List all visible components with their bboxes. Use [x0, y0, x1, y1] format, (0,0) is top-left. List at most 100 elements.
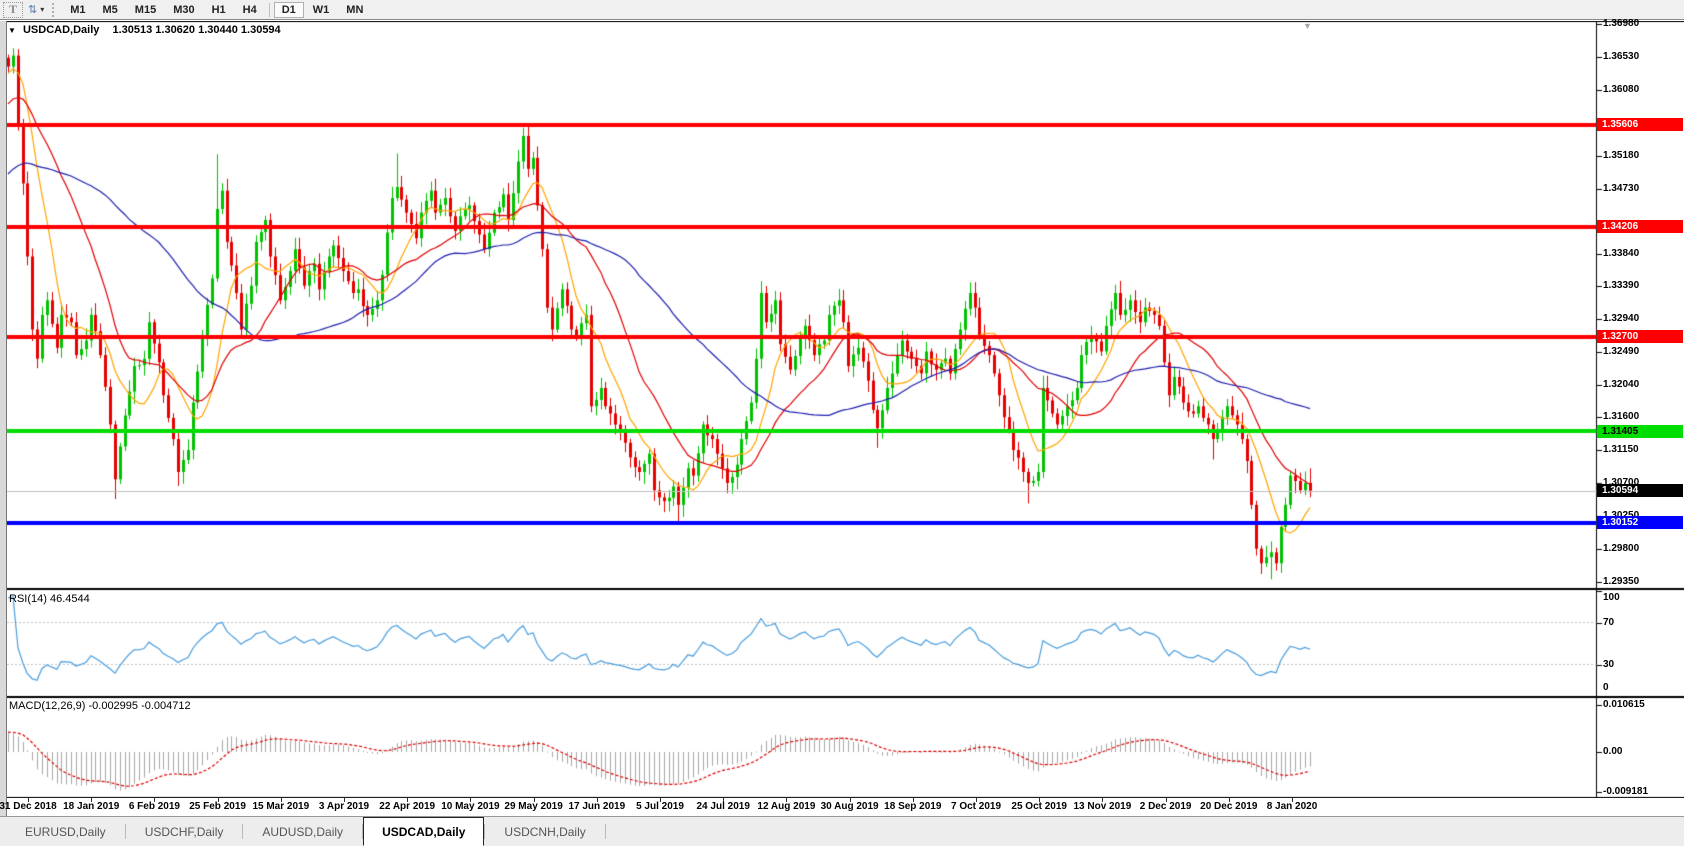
date-axis-tick	[723, 798, 725, 802]
chart-shift-marker-icon[interactable]: ▼	[1303, 21, 1312, 31]
text-tool-button[interactable]: T	[3, 1, 23, 18]
tab-separator	[362, 824, 364, 839]
date-axis-label: 18 Sep 2019	[884, 801, 942, 812]
timeframe-button-d1[interactable]: D1	[273, 1, 304, 18]
tab-separator	[604, 824, 606, 839]
date-axis-label: 10 May 2019	[441, 801, 500, 812]
symbol-period-label: USDCAD,Daily	[22, 24, 100, 36]
macd-axis-tick: -0.009181	[1603, 786, 1649, 797]
timeframe-button-h1[interactable]: H1	[204, 2, 234, 18]
date-axis-tick	[280, 798, 282, 802]
date-axis-tick	[1039, 798, 1041, 802]
swap-arrows-icon: ⇅	[28, 4, 38, 16]
chart-tab-usdcad[interactable]: USDCAD,Daily	[363, 817, 485, 846]
date-axis-tick	[1165, 798, 1167, 802]
price-axis-tick: 1.31150	[1603, 444, 1639, 456]
price-axis-tick: 1.32040	[1603, 379, 1640, 391]
date-axis-label: 29 May 2019	[504, 801, 563, 812]
rsi-axis-tick: 70	[1603, 616, 1615, 628]
price-axis-tick: 1.35180	[1603, 149, 1640, 161]
date-axis-label: 12 Aug 2019	[757, 801, 816, 812]
price-axis-tick: 1.32940	[1603, 313, 1640, 325]
date-axis-tick	[1102, 798, 1104, 802]
price-axis-tick: 1.31600	[1603, 411, 1640, 423]
date-axis-tick	[786, 798, 788, 802]
date-axis-tick	[849, 798, 851, 802]
toolbar-gripper	[52, 2, 57, 17]
toolbar: T ⇅ ▾ M1 M5 M15 M30 H1 H4 D1 W1 MN	[0, 0, 1684, 20]
price-level-tag[interactable]: 1.31405	[1597, 424, 1683, 438]
date-axis-tick	[217, 798, 219, 802]
date-axis-label: 2 Dec 2019	[1139, 801, 1192, 812]
date-axis-tick	[912, 798, 914, 802]
date-axis-label: 24 Jul 2019	[696, 801, 750, 812]
ohlc-values: 1.30513 1.30620 1.30440 1.30594	[112, 24, 281, 36]
price-axis-tick: 1.32490	[1603, 346, 1640, 358]
toolbar-separator	[268, 2, 270, 17]
date-axis-label: 8 Jan 2020	[1266, 801, 1318, 812]
timeframe-button-w1[interactable]: W1	[305, 2, 338, 18]
date-axis-label: 20 Dec 2019	[1200, 801, 1258, 812]
chart-tab-bar: EURUSD,Daily USDCHF,Daily AUDUSD,Daily USDC…	[0, 816, 1684, 846]
left-window-gutter	[0, 21, 7, 816]
chart-tab-usdchf[interactable]: USDCHF,Daily	[144, 824, 224, 839]
macd-indicator-canvas[interactable]	[0, 697, 1684, 798]
date-axis-tick	[28, 798, 29, 802]
timeframe-button-m30[interactable]: M30	[165, 2, 202, 18]
date-axis-label: 5 Jul 2019	[636, 801, 684, 812]
macd-name: MACD(12,26,9)	[9, 700, 86, 712]
price-axis-tick: 1.30250	[1603, 509, 1640, 521]
timeframe-button-m1[interactable]: M1	[62, 2, 93, 18]
price-level-tag[interactable]: 1.30152	[1597, 516, 1683, 530]
date-axis-label: 25 Feb 2019	[189, 801, 246, 812]
date-axis-label: 31 Dec 2018	[0, 801, 57, 812]
timeframe-button-h4[interactable]: H4	[235, 2, 265, 18]
rsi-value: 46.4544	[49, 593, 90, 605]
main-price-chart-canvas[interactable]	[0, 21, 1684, 589]
date-axis-label: 25 Oct 2019	[1011, 801, 1067, 812]
price-level-tag[interactable]: 1.32700	[1597, 330, 1683, 344]
chart-arrange-dropdown-button[interactable]: ⇅ ▾	[25, 2, 47, 18]
date-axis-label: 18 Jan 2019	[63, 801, 120, 812]
price-axis-tick: 1.29800	[1603, 542, 1640, 554]
price-axis-tick: 1.36980	[1603, 18, 1640, 30]
chart-title: ▼ USDCAD,Daily 1.30513 1.30620 1.30440 1…	[8, 24, 281, 36]
rsi-axis-tick: 30	[1603, 658, 1615, 670]
tab-separator	[484, 824, 486, 839]
chart-tab-audusd[interactable]: AUDUSD,Daily	[262, 824, 344, 839]
date-axis-tick	[407, 798, 409, 802]
timeframe-button-group: M1 M5 M15 M30 H1 H4 D1 W1 MN	[62, 1, 371, 18]
macd-values: -0.002995 -0.004712	[88, 700, 191, 712]
rsi-indicator-canvas[interactable]	[0, 589, 1684, 697]
date-axis-tick	[1228, 798, 1230, 802]
price-axis-tick: 1.30700	[1603, 476, 1640, 488]
price-axis-tick: 1.34730	[1603, 182, 1640, 194]
date-axis-tick	[91, 798, 93, 802]
rsi-axis-tick: 100	[1603, 592, 1620, 603]
price-axis-tick: 1.36530	[1603, 51, 1640, 63]
date-axis-tick	[154, 798, 156, 802]
date-axis-label: 22 Apr 2019	[379, 801, 436, 812]
timeframe-button-m15[interactable]: M15	[127, 2, 164, 18]
chart-tab-usdcnh[interactable]: USDCNH,Daily	[504, 824, 586, 839]
collapse-triangle-icon[interactable]: ▼	[8, 26, 16, 35]
timeframe-button-m5[interactable]: M5	[95, 2, 126, 18]
date-axis-label: 3 Apr 2019	[318, 801, 370, 812]
price-level-tag[interactable]: 1.35606	[1597, 118, 1683, 132]
dropdown-caret-icon: ▾	[40, 5, 45, 14]
price-axis-tick: 1.36080	[1603, 83, 1640, 95]
current-price-tag: 1.30594	[1597, 484, 1683, 498]
date-axis-tick	[1292, 798, 1293, 802]
date-axis-label: 30 Aug 2019	[820, 801, 879, 812]
timeframe-button-mn[interactable]: MN	[338, 2, 371, 18]
price-level-tag[interactable]: 1.34206	[1597, 220, 1683, 234]
macd-label: MACD(12,26,9) -0.002995 -0.004712	[9, 700, 191, 712]
date-axis-tick	[976, 798, 977, 802]
date-axis-label: 7 Oct 2019	[950, 801, 1002, 812]
tab-separator	[124, 824, 126, 839]
macd-axis-tick: 0.010615	[1603, 699, 1645, 711]
chart-tab-eurusd[interactable]: EURUSD,Daily	[25, 824, 106, 839]
macd-axis-tick: 0.00	[1603, 746, 1623, 757]
date-axis-tick	[470, 798, 472, 802]
